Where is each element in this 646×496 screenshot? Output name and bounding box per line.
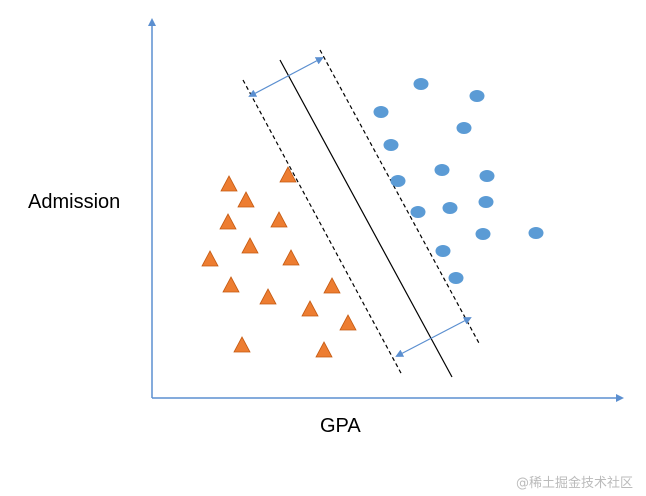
triangle-point <box>220 175 238 192</box>
triangle-point <box>282 249 300 266</box>
triangle-point <box>233 336 251 353</box>
circle-point <box>456 122 472 134</box>
triangle-point <box>270 211 288 228</box>
circle-point <box>435 245 451 257</box>
triangle-point <box>241 237 259 254</box>
triangle-point <box>301 300 319 317</box>
x-axis-label: GPA <box>320 415 361 437</box>
circle-point <box>434 164 450 176</box>
circle-point <box>442 202 458 214</box>
triangle-point <box>237 191 255 208</box>
watermark: @稀土掘金技术社区 <box>516 475 633 491</box>
circle-point <box>479 170 495 182</box>
y-axis-label: Admission <box>28 191 120 213</box>
circle-point <box>478 196 494 208</box>
circle-point <box>413 78 429 90</box>
circle-point <box>448 272 464 284</box>
circle-point <box>383 139 399 151</box>
triangle-point <box>339 314 357 331</box>
triangle-point <box>259 288 277 305</box>
triangle-point <box>315 341 333 358</box>
margin-arrow <box>248 57 324 97</box>
hyperplane <box>279 59 453 378</box>
margin-arrow <box>395 317 472 357</box>
triangle-point <box>222 276 240 293</box>
points <box>201 78 544 358</box>
triangle-point <box>323 277 341 294</box>
triangle-point <box>279 166 297 183</box>
margin-left <box>242 79 403 376</box>
triangle-point <box>219 213 237 230</box>
circle-point <box>373 106 389 118</box>
margin-right <box>319 49 481 346</box>
circle-point <box>410 206 426 218</box>
circle-point <box>390 175 406 187</box>
circle-point <box>469 90 485 102</box>
triangle-point <box>201 250 219 267</box>
circle-point <box>475 228 491 240</box>
circle-point <box>528 227 544 239</box>
